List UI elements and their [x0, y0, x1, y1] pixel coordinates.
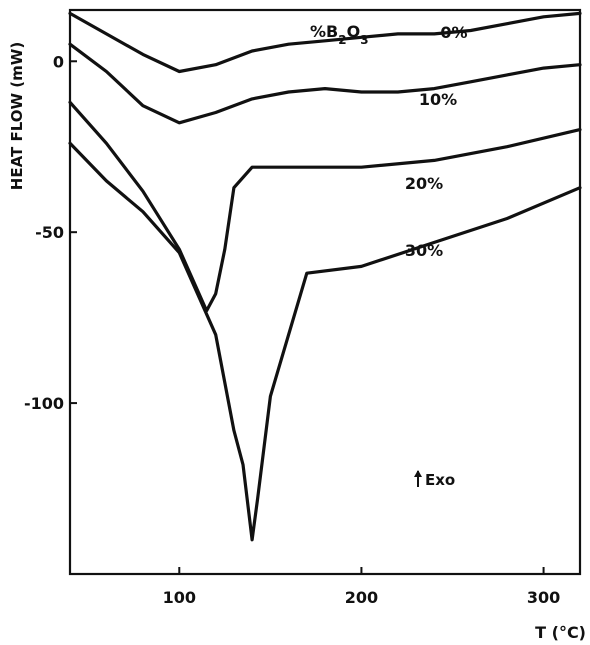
y-axis-label: HEAT FLOW (mW) [8, 42, 26, 190]
x-tick-label: 100 [163, 588, 196, 607]
series-line-30-percent [68, 141, 582, 542]
series-line-20-percent [68, 100, 582, 313]
y-tick-label: 0 [53, 52, 64, 71]
series-line-0-percent [68, 11, 582, 74]
exo-label: Exo [425, 471, 455, 489]
y-tick-label: -100 [24, 394, 64, 413]
y-tick-label: -50 [35, 223, 64, 242]
axis-ticks: 100 200 300 0 -50 -100 [24, 52, 560, 607]
chart-labels: HEAT FLOW (mW) T (°C) %B2O3 Exo [8, 22, 586, 642]
series-label-10-percent: 10% [419, 90, 457, 109]
series-line-10-percent [68, 42, 582, 125]
legend-header: %B2O3 [310, 22, 369, 47]
exo-annotation: Exo [414, 470, 455, 489]
plot-frame [68, 8, 582, 576]
x-tick-label: 300 [527, 588, 560, 607]
series-label-20-percent: 20% [405, 174, 443, 193]
x-tick-label: 200 [345, 588, 378, 607]
series-label-0-percent: 0% [440, 23, 467, 42]
series-group: 0% 10% 20% 30% [68, 11, 582, 542]
series-label-30-percent: 30% [405, 241, 443, 260]
exo-arrowhead-icon [414, 470, 422, 477]
x-axis-label: T (°C) [535, 623, 586, 642]
